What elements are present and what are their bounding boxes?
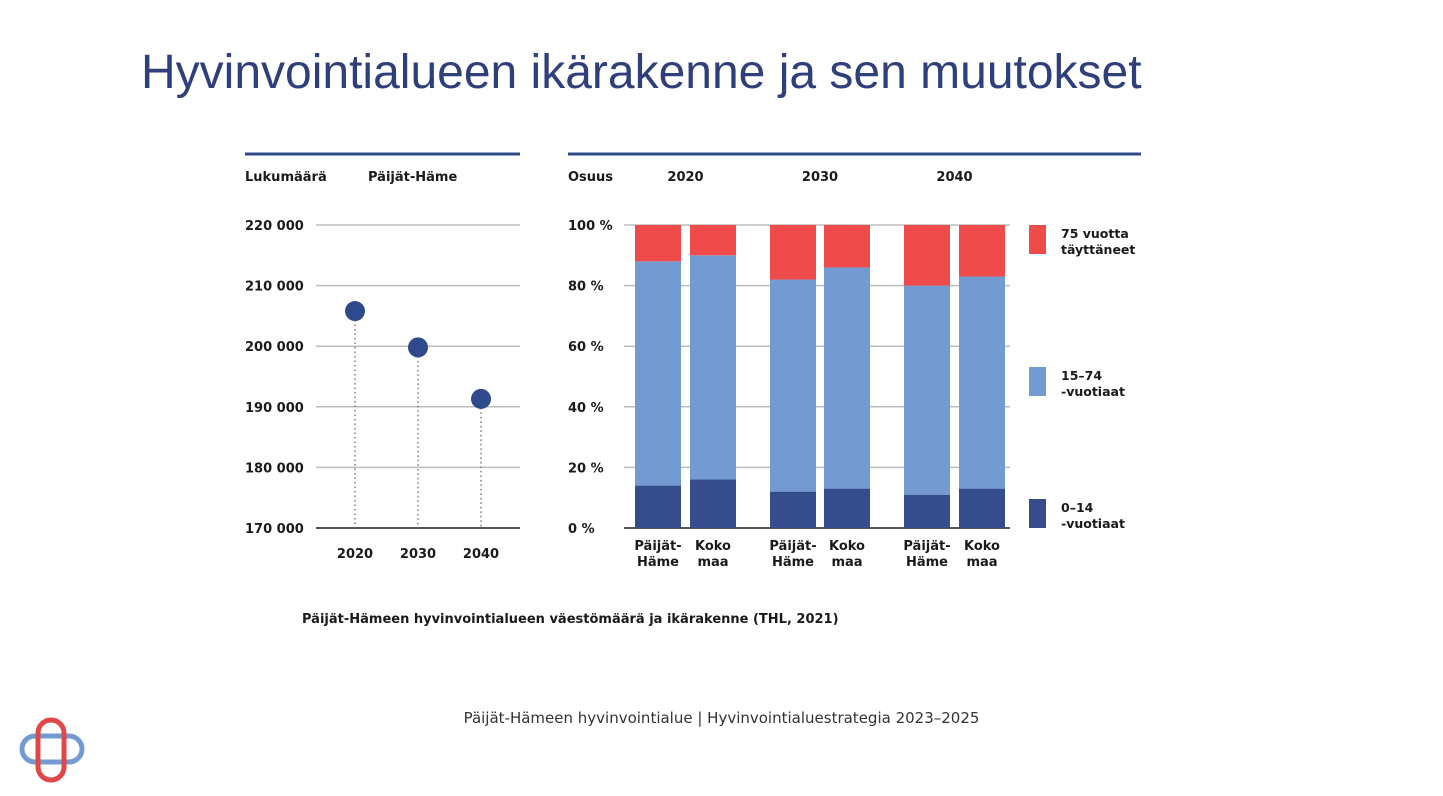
left-x-tick-label: 2020 [337,547,373,562]
bar-segment-15-74 [904,285,950,495]
age-share-panel: Osuus 2020 2030 2040 100 % 80 % 60 % 40 % 20 %… [568,152,1141,570]
left-y-ticks: 220 000 210 000 200 000 190 000 180 000 170 0… [245,219,304,537]
bar-segment-15-74 [959,276,1005,489]
legend-label-line2: -vuotiaat [1061,384,1125,399]
left-y-tick-label: 220 000 [245,219,304,234]
right-x-tick-label-line2: Häme [906,555,948,570]
bar-segment-15-74 [690,255,736,480]
left-x-ticks: 2020 2030 2040 [337,547,499,562]
bar-segment-75-plus [824,225,870,268]
footer-text: Päijät-Hämeen hyvinvointialue | Hyvinvoi… [463,709,980,727]
bar-segment-0-14 [635,485,681,528]
bar-segment-0-14 [959,488,1005,528]
wellbeing-cross-logo-icon [19,717,85,783]
right-y-tick-label: 100 % [568,219,613,234]
left-y-tick-label: 200 000 [245,340,304,355]
left-x-tick-label: 2030 [400,547,436,562]
legend-label-line2: -vuotiaat [1061,516,1125,531]
right-y-tick-label: 60 % [568,340,604,355]
legend-label-line2: täyttäneet [1061,242,1135,257]
bar-segment-75-plus [904,225,950,286]
legend-label-line1: 75 vuotta [1061,226,1129,241]
bar-segment-15-74 [824,267,870,489]
right-grid [624,224,1010,529]
right-x-tick-label-line2: maa [831,555,862,570]
left-y-tick-label: 190 000 [245,401,304,416]
left-x-tick-label: 2040 [463,547,499,562]
bar-segment-15-74 [635,261,681,486]
right-x-ticks: Päijät-HämeKokomaaPäijät-HämeKokomaaPäij… [634,539,1000,570]
left-data-point [471,388,491,409]
slide-title: Hyvinvointialueen ikärakenne ja sen muut… [141,46,1142,99]
left-y-tick-label: 180 000 [245,461,304,476]
right-header-label: Osuus [568,170,613,185]
right-x-tick-label-line1: Päijät- [634,539,681,554]
left-y-tick-label: 170 000 [245,522,304,537]
legend: 75 vuottatäyttäneet15–74-vuotiaat0–14-vu… [1029,225,1135,531]
legend-swatch [1029,225,1046,254]
right-x-tick-label-line2: maa [966,555,997,570]
left-data-point [408,337,428,358]
legend-swatch [1029,499,1046,528]
left-y-tick-label: 210 000 [245,280,304,295]
right-y-tick-label: 40 % [568,401,604,416]
right-y-tick-label: 0 % [568,522,595,537]
bar-segment-75-plus [770,225,816,280]
left-stems [354,311,482,528]
bar-segment-75-plus [959,225,1005,277]
legend-label-line1: 15–74 [1061,368,1102,383]
bar-segment-15-74 [770,279,816,492]
bar-segment-0-14 [690,479,736,528]
figure-caption: Päijät-Hämeen hyvinvointialueen väestömä… [302,612,839,627]
year-group-labels: 2020 2030 2040 [667,170,972,185]
right-x-tick-label-line2: Häme [772,555,814,570]
right-x-tick-label-line1: Päijät- [769,539,816,554]
year-group-label: 2030 [802,170,838,185]
year-group-label: 2040 [936,170,972,185]
left-header-label: Lukumäärä [245,170,327,185]
right-x-tick-label-line1: Koko [829,539,865,554]
right-y-tick-label: 20 % [568,461,604,476]
bar-segment-75-plus [635,225,681,262]
bar-segment-0-14 [904,494,950,528]
right-x-tick-label-line1: Päijät- [903,539,950,554]
right-x-tick-label-line2: maa [697,555,728,570]
right-x-tick-label-line1: Koko [964,539,1000,554]
right-x-tick-label-line1: Koko [695,539,731,554]
left-header-region: Päijät-Häme [368,170,457,185]
legend-label-line1: 0–14 [1061,500,1094,515]
left-points [345,301,491,409]
bar-segment-0-14 [770,491,816,528]
stacked-bars [635,225,1005,528]
right-x-tick-label-line2: Häme [637,555,679,570]
right-y-ticks: 100 % 80 % 60 % 40 % 20 % 0 % [568,219,613,537]
year-group-label: 2020 [667,170,703,185]
population-panel: Lukumäärä Päijät-Häme 220 000 210 000 200 … [245,152,520,562]
bar-segment-0-14 [824,488,870,528]
legend-swatch [1029,367,1046,396]
right-y-tick-label: 80 % [568,280,604,295]
left-data-point [345,301,365,322]
bar-segment-75-plus [690,225,736,256]
